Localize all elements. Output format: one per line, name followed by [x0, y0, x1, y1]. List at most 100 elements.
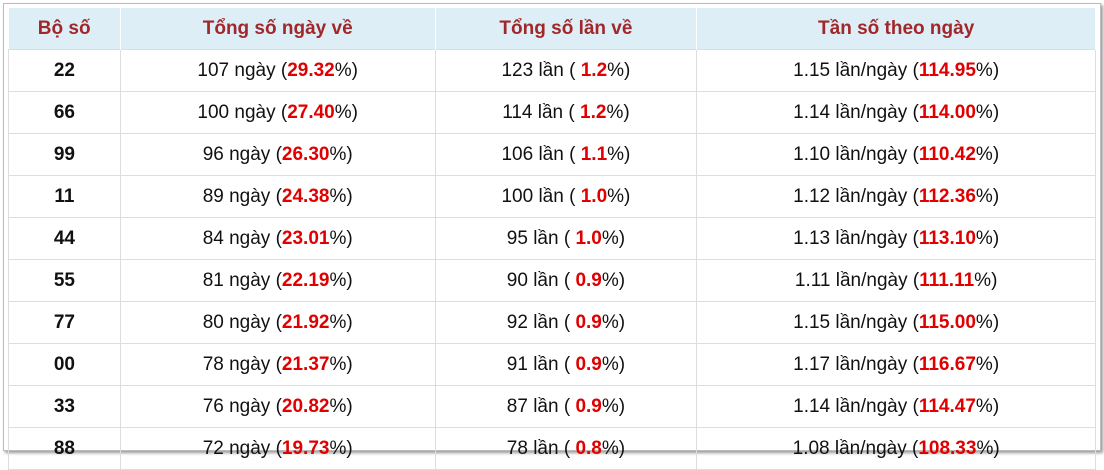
cell-text: %): [607, 59, 631, 81]
cell-text: %): [975, 227, 1000, 249]
table-row: 88 72 ngày (19.73%) 78 lần ( 0.8%) 1.08 lần…: [8, 427, 1096, 470]
percent-value: 27.40: [287, 101, 335, 123]
cell-text: %): [601, 395, 626, 417]
table-frame: Bộ số Tổng số ngày về Tổng số lần về Tần số…: [3, 3, 1101, 470]
table-body: 22 107 ngày (29.32%) 123 lần ( 1.2%) 1.15 l…: [8, 49, 1096, 470]
stat-cell: 106 lần ( 1.1%): [434, 133, 698, 176]
percent-value: 0.9: [575, 269, 602, 291]
cell-text: %): [601, 353, 626, 375]
stat-cell: 78 lần ( 0.8%): [434, 427, 698, 470]
percent-value: 29.32: [287, 59, 335, 81]
stat-cell: 90 lần ( 0.9%): [434, 259, 698, 302]
cell-text: 106 lần (: [501, 143, 581, 165]
stat-cell: 84 ngày (23.01%): [119, 217, 436, 260]
stat-cell: 72 ngày (19.73%): [119, 427, 436, 470]
table-row: 11 89 ngày (24.38%) 100 lần ( 1.0%) 1.12 lầ…: [8, 175, 1096, 218]
percent-value: 21.92: [281, 311, 330, 333]
stat-cell: 1.15 lần/ngày (115.00%): [696, 301, 1096, 344]
percent-value: 114.00: [918, 101, 976, 123]
cell-text: 80 ngày (: [202, 311, 282, 333]
header-row: Bộ số Tổng số ngày về Tổng số lần về Tần số…: [8, 8, 1096, 50]
cell-text: %): [976, 437, 1000, 459]
header-cell: Tần số theo ngày: [696, 8, 1096, 50]
number-pair: 33: [8, 385, 121, 428]
header-cell: Bộ số: [8, 8, 121, 50]
cell-text: 107 ngày (: [197, 59, 288, 81]
cell-text: %): [975, 311, 1000, 333]
cell-text: %): [975, 101, 1000, 123]
percent-value: 1.0: [575, 227, 602, 249]
percent-value: 0.8: [575, 437, 602, 459]
percent-value: 20.82: [281, 395, 330, 417]
cell-text: 76 ngày (: [202, 395, 282, 417]
percent-value: 1.2: [580, 101, 607, 123]
cell-text: %): [975, 143, 1000, 165]
percent-value: 111.11: [919, 269, 975, 291]
stat-cell: 1.13 lần/ngày (113.10%): [696, 217, 1096, 260]
cell-text: %): [607, 143, 631, 165]
cell-text: 1.10 lần/ngày (: [793, 143, 919, 165]
stat-cell: 1.11 lần/ngày (111.11%): [696, 259, 1096, 302]
percent-value: 26.30: [281, 143, 330, 165]
cell-text: %): [975, 59, 1000, 81]
cell-text: 1.15 lần/ngày (: [793, 311, 919, 333]
number-pair: 77: [8, 301, 121, 344]
percent-value: 114.95: [918, 59, 976, 81]
cell-text: 1.15 lần/ngày (: [793, 59, 919, 81]
cell-text: 100 lần (: [501, 185, 581, 207]
percent-value: 24.38: [281, 185, 330, 207]
percent-value: 0.9: [575, 395, 602, 417]
cell-text: %): [601, 437, 626, 459]
cell-text: 1.14 lần/ngày (: [793, 395, 919, 417]
percent-value: 113.10: [918, 227, 976, 249]
number-pair: 22: [8, 49, 121, 92]
stat-cell: 76 ngày (20.82%): [119, 385, 436, 428]
number-pair: 44: [8, 217, 121, 260]
stat-cell: 123 lần ( 1.2%): [434, 49, 698, 92]
cell-text: %): [975, 353, 1000, 375]
number-pair: 66: [8, 91, 121, 134]
table-row: 99 96 ngày (26.30%) 106 lần ( 1.1%) 1.10 lầ…: [8, 133, 1096, 176]
cell-text: 96 ngày (: [202, 143, 282, 165]
cell-text: 1.12 lần/ngày (: [793, 185, 919, 207]
cell-text: %): [329, 353, 353, 375]
cell-text: %): [329, 311, 353, 333]
stat-cell: 114 lần ( 1.2%): [434, 91, 698, 134]
cell-text: 81 ngày (: [202, 269, 282, 291]
stat-cell: 89 ngày (24.38%): [119, 175, 436, 218]
stats-table: Bộ số Tổng số ngày về Tổng số lần về Tần số…: [8, 8, 1096, 470]
number-pair: 99: [8, 133, 121, 176]
stat-cell: 80 ngày (21.92%): [119, 301, 436, 344]
cell-text: 91 lần (: [506, 353, 576, 375]
cell-text: %): [601, 269, 626, 291]
stat-cell: 1.15 lần/ngày (114.95%): [696, 49, 1096, 92]
stat-cell: 81 ngày (22.19%): [119, 259, 436, 302]
percent-value: 115.00: [918, 311, 976, 333]
table-row: 66 100 ngày (27.40%) 114 lần ( 1.2%) 1.14 l…: [8, 91, 1096, 134]
percent-value: 22.19: [281, 269, 330, 291]
percent-value: 114.47: [918, 395, 976, 417]
percent-value: 116.67: [918, 353, 976, 375]
number-pair: 11: [8, 175, 121, 218]
stat-cell: 96 ngày (26.30%): [119, 133, 436, 176]
cell-text: 72 ngày (: [202, 437, 282, 459]
header-cell: Tổng số lần về: [435, 8, 698, 50]
stat-cell: 1.14 lần/ngày (114.00%): [696, 91, 1096, 134]
percent-value: 1.1: [580, 143, 608, 165]
header-cell: Tổng số ngày về: [120, 8, 436, 50]
percent-value: 110.42: [918, 143, 976, 165]
cell-text: 78 lần (: [506, 437, 576, 459]
cell-text: %): [334, 59, 358, 81]
table-row: 44 84 ngày (23.01%) 95 lần ( 1.0%) 1.13 lần…: [8, 217, 1096, 260]
stat-cell: 107 ngày (29.32%): [119, 49, 436, 92]
cell-text: %): [329, 185, 353, 207]
cell-text: %): [975, 395, 1000, 417]
cell-text: 1.13 lần/ngày (: [793, 227, 919, 249]
cell-text: 95 lần (: [506, 227, 576, 249]
stat-cell: 91 lần ( 0.9%): [434, 343, 698, 386]
cell-text: %): [329, 269, 353, 291]
cell-text: 87 lần (: [506, 395, 576, 417]
cell-text: 1.14 lần/ngày (: [793, 101, 919, 123]
percent-value: 1.2: [580, 59, 608, 81]
table-row: 22 107 ngày (29.32%) 123 lần ( 1.2%) 1.15 l…: [8, 49, 1096, 92]
